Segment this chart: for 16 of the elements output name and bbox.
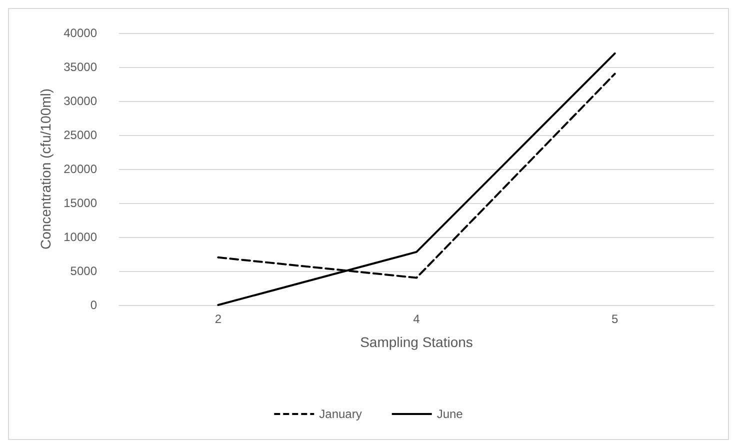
x-tick-label: 4 [413,312,420,326]
x-tick-label: 5 [611,312,618,326]
y-tick-label: 25000 [64,128,98,142]
x-axis-title: Sampling Stations [360,334,473,350]
x-tick-label: 2 [214,312,222,326]
y-tick-label: 30000 [64,94,98,108]
y-tick-label: 15000 [64,196,98,210]
legend-label: January [319,407,362,421]
y-axis-title: Concentration (cfu/100ml) [38,88,54,250]
y-tick-label: 35000 [64,60,98,74]
y-tick-label: 0 [90,298,98,312]
y-tick-label: 10000 [64,230,98,244]
y-tick-label: 5000 [70,264,98,278]
y-tick-label: 20000 [64,162,98,176]
legend-label: June [436,407,464,421]
y-tick-label: 40000 [64,26,98,40]
